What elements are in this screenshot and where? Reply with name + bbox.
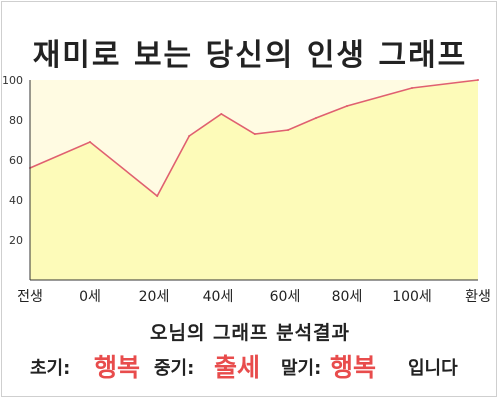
late-value: 행복: [330, 353, 377, 382]
y-axis-ticks: 20 40 60 80 100: [2, 74, 23, 247]
y-tick-label: 80: [9, 114, 23, 127]
data-point: [287, 129, 290, 131]
data-point: [411, 87, 413, 89]
data-point: [253, 133, 256, 135]
data-point: [477, 79, 479, 81]
mid-value: 출세: [214, 353, 261, 382]
y-tick-label: 20: [9, 234, 23, 247]
page-title: 재미로 보는 당신의 인생 그래프: [32, 38, 468, 73]
early-label: 초기:: [30, 358, 71, 379]
x-tick-label: 60세: [270, 289, 301, 305]
x-tick-label: 전생: [17, 289, 43, 305]
y-tick-label: 100: [2, 74, 23, 87]
data-point: [346, 105, 348, 107]
result-heading: 오님의 그래프 분석결과: [149, 322, 351, 344]
data-point: [188, 135, 191, 137]
early-value: 행복: [94, 353, 141, 382]
area-fill: [30, 80, 478, 280]
x-axis-ticks: 전생 0세 20세 40세 60세 80세 100세 환생: [17, 289, 491, 305]
x-tick-label: 80세: [332, 289, 363, 305]
data-point: [89, 141, 91, 143]
late-label: 말기:: [281, 358, 322, 379]
data-points: [29, 79, 479, 197]
result-suffix: 입니다: [408, 358, 458, 379]
x-tick-label: 40세: [203, 289, 234, 305]
y-tick-label: 40: [9, 194, 23, 207]
data-point: [315, 117, 317, 119]
x-tick-label: 0세: [79, 289, 101, 305]
x-tick-label: 20세: [139, 289, 170, 305]
data-point: [156, 195, 159, 197]
result-summary: 초기: 행복 중기: 출세 말기: 행복 입니다: [0, 346, 500, 382]
y-tick-label: 60: [9, 154, 23, 167]
data-point: [220, 113, 223, 115]
mid-label: 중기:: [154, 358, 195, 379]
x-tick-label: 환생: [465, 289, 491, 305]
x-tick-label: 100세: [392, 289, 432, 305]
